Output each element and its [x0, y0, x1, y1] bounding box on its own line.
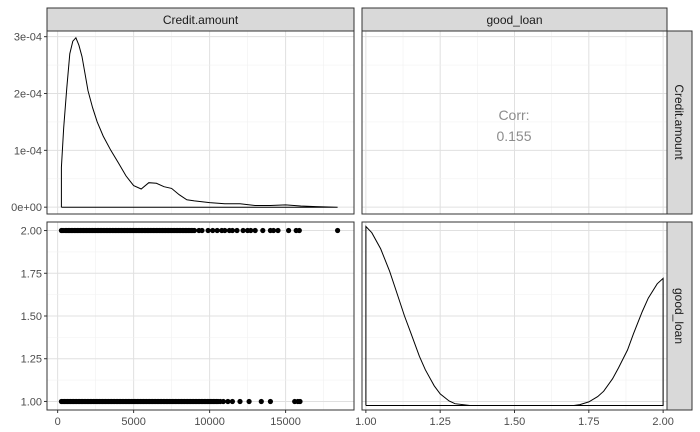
- scatter-point: [260, 227, 266, 234]
- scatter-point: [229, 398, 235, 405]
- corr-value: 0.155: [496, 128, 531, 144]
- scatter-point: [270, 227, 277, 234]
- scatter-point: [205, 227, 211, 234]
- strip-col-1-label: Credit.amount: [163, 13, 239, 27]
- x-tick-label: 2.00: [652, 416, 673, 428]
- strip-row-1-label: Credit.amount: [672, 84, 686, 160]
- scatter-point: [220, 398, 226, 405]
- scatter-point: [237, 398, 243, 405]
- density-goodloan-line: [365, 225, 664, 406]
- y-tick-label: 3e-04: [14, 32, 42, 44]
- scatter-point: [234, 227, 240, 234]
- y-tick-label: 0e+00: [11, 202, 42, 214]
- scatter-point: [286, 227, 292, 234]
- x-tick-label: 1.75: [578, 416, 599, 428]
- x-tick-label: 1.25: [429, 416, 450, 428]
- y-tick-label: 1.50: [21, 311, 42, 323]
- scatter-point: [267, 398, 273, 405]
- x-tick-label: 10000: [194, 416, 225, 428]
- scatter-point: [296, 227, 302, 234]
- scatter-point: [258, 398, 264, 405]
- scatter-point: [297, 398, 303, 405]
- marks-layer: [58, 36, 664, 406]
- scatter-point: [335, 227, 341, 234]
- panel-1-2-border: [361, 30, 668, 215]
- x-tick-label: 0: [55, 416, 61, 428]
- strip-row-2-label: good_loan: [672, 288, 686, 344]
- scatter-point: [222, 227, 228, 234]
- corr-label: Corr:: [498, 107, 529, 123]
- scatter-point: [248, 227, 254, 234]
- scatter-point: [229, 227, 235, 234]
- scatter-point: [246, 398, 252, 405]
- strip-row-1: [666, 30, 693, 215]
- density-credit-line: [60, 36, 338, 208]
- y-tick-label: 1.00: [21, 396, 42, 408]
- y-tick-label: 2.00: [21, 226, 42, 238]
- y-tick-label: 1.75: [21, 268, 42, 280]
- axis-layer: 0e+00 1e-04 2e-04 3e-04 1.00 1.25 1.50 1.75 2.00…: [11, 32, 674, 428]
- scatter-point: [191, 227, 197, 234]
- scatter-point: [240, 227, 246, 234]
- y-tick-label: 1.25: [21, 354, 42, 366]
- scatter-point: [252, 227, 258, 234]
- x-tick-label: 15000: [270, 416, 301, 428]
- x-tick-label: 5000: [121, 416, 145, 428]
- x-tick-label: 1.50: [504, 416, 525, 428]
- y-tick-label: 1e-04: [14, 145, 42, 157]
- scatter-point: [275, 227, 281, 234]
- scatter-point: [225, 398, 231, 405]
- strip-col-2-label: good_loan: [486, 13, 542, 27]
- scatter-point: [210, 227, 216, 234]
- panel-1-1-border: [46, 30, 355, 215]
- x-tick-label: 1.00: [355, 416, 376, 428]
- grid-layer: [47, 31, 667, 410]
- scatter-point: [199, 227, 205, 234]
- y-tick-label: 2e-04: [14, 89, 42, 101]
- scatter-point: [214, 227, 220, 234]
